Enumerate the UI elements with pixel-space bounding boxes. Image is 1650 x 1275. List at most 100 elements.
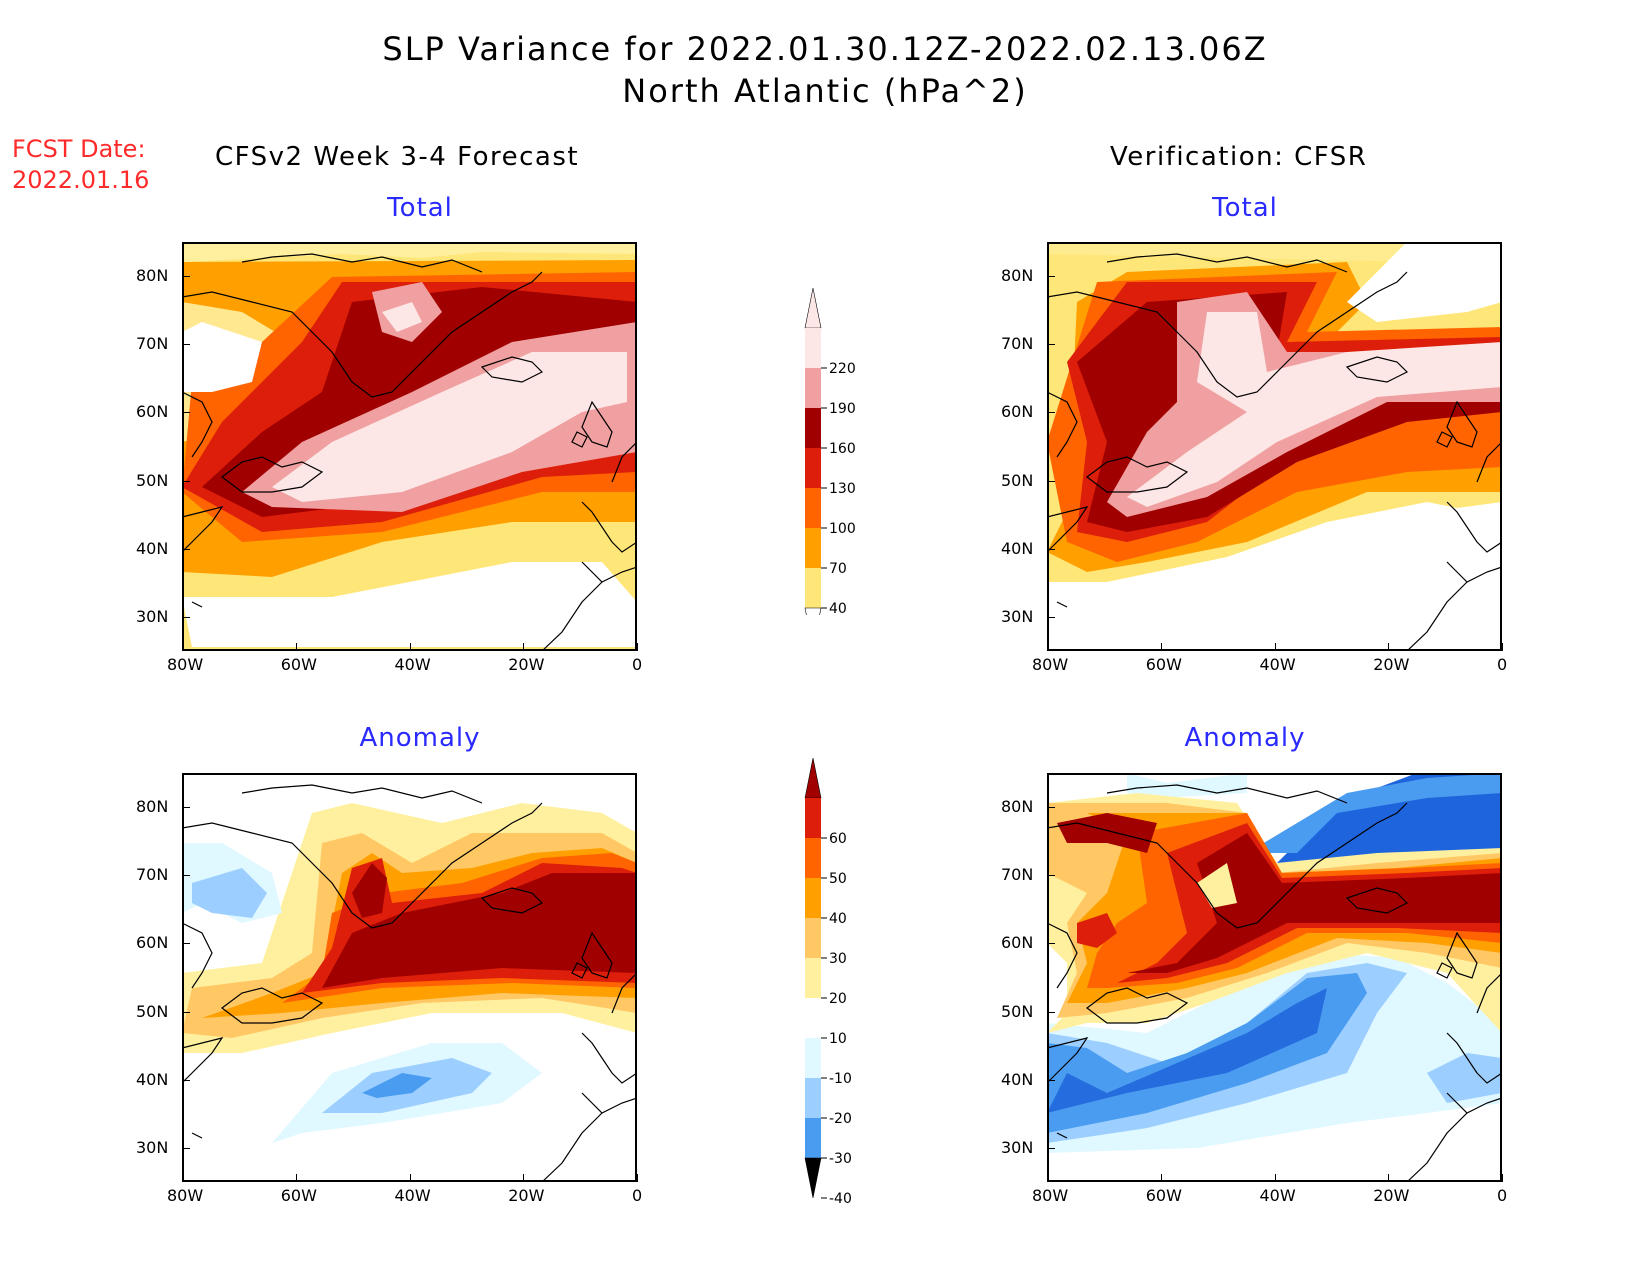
colorbar-label: 160 xyxy=(829,441,856,457)
colorbar-label: 70 xyxy=(829,561,847,577)
main-subtitle: North Atlantic (hPa^2) xyxy=(622,72,1028,110)
lon-tick-mark xyxy=(1388,643,1390,651)
lon-tick-label: 40W xyxy=(394,1186,431,1205)
lon-tick-mark xyxy=(1047,643,1048,651)
lat-tick-mark xyxy=(1047,807,1055,809)
lat-tick-mark xyxy=(182,1147,190,1149)
colorbar-label: 30 xyxy=(829,951,847,967)
colorbar-label: 20 xyxy=(829,991,847,1007)
lon-tick-label: 0 xyxy=(1497,655,1508,674)
lat-tick-label: 60N xyxy=(136,933,169,953)
colorbar-swatch xyxy=(805,528,821,568)
lon-tick-mark xyxy=(409,1174,411,1182)
lat-tick-label: 80N xyxy=(1001,797,1034,817)
forecast-total-title: Total xyxy=(387,193,453,223)
colorbar-label: -20 xyxy=(829,1111,852,1127)
lat-tick-label: 50N xyxy=(136,470,169,490)
lat-tick-mark xyxy=(1047,548,1055,550)
lon-tick-mark xyxy=(1160,643,1162,651)
verification-anomaly-title: Anomaly xyxy=(1184,723,1306,753)
lat-tick-mark xyxy=(182,276,190,278)
lat-tick-mark xyxy=(182,548,190,550)
lon-tick-label: 20W xyxy=(1373,655,1410,674)
colorbar-swatch xyxy=(805,878,821,918)
lat-tick-label: 30N xyxy=(136,606,169,626)
lon-tick-label: 80W xyxy=(1032,1186,1069,1205)
lat-tick-label: 80N xyxy=(136,266,169,286)
lon-tick-label: 60W xyxy=(280,1186,317,1205)
lon-tick-label: 20W xyxy=(508,1186,545,1205)
lat-tick-mark xyxy=(1047,412,1055,414)
lat-tick-mark xyxy=(182,875,190,877)
lon-tick-mark xyxy=(1388,1174,1390,1182)
lon-tick-label: 80W xyxy=(167,1186,204,1205)
lat-tick-label: 30N xyxy=(1001,1137,1034,1157)
verification-total-map xyxy=(1047,242,1502,651)
colorbar-bottom-extension xyxy=(804,607,822,615)
lon-tick-mark xyxy=(182,643,183,651)
lat-tick-label: 70N xyxy=(1001,334,1034,354)
colorbar-swatch xyxy=(805,998,821,1038)
lon-tick-mark xyxy=(295,1174,297,1182)
colorbar-label: 60 xyxy=(829,831,847,847)
lon-tick-label: 0 xyxy=(632,655,643,674)
verification-total-title: Total xyxy=(1212,193,1278,223)
lon-tick-mark xyxy=(409,643,411,651)
verification-column-title: Verification: CFSR xyxy=(1110,142,1368,172)
lat-tick-label: 70N xyxy=(1001,865,1034,885)
lat-tick-label: 30N xyxy=(136,1137,169,1157)
lat-tick-label: 40N xyxy=(1001,538,1034,558)
lat-tick-label: 60N xyxy=(136,402,169,422)
lat-tick-label: 80N xyxy=(136,797,169,817)
lon-tick-mark xyxy=(1502,1174,1503,1182)
lon-tick-label: 80W xyxy=(1032,655,1069,674)
colorbar-top-extension xyxy=(804,287,822,329)
colorbar-top-extension xyxy=(804,757,822,799)
lat-tick-label: 30N xyxy=(1001,606,1034,626)
total-colorbar: 220 190 160 130 100 70 40 xyxy=(804,287,856,615)
colorbar-label: 40 xyxy=(829,911,847,927)
lon-tick-label: 20W xyxy=(508,655,545,674)
colorbar-swatch xyxy=(805,408,821,448)
colorbar-label: 190 xyxy=(829,401,856,417)
colorbar-label: 220 xyxy=(829,361,856,377)
lat-tick-mark xyxy=(182,412,190,414)
lon-tick-mark xyxy=(295,643,297,651)
forecast-column-title: CFSv2 Week 3-4 Forecast xyxy=(215,142,580,172)
lat-tick-label: 60N xyxy=(1001,933,1034,953)
lat-tick-label: 40N xyxy=(136,538,169,558)
lat-tick-mark xyxy=(182,616,190,618)
forecast-total-map xyxy=(182,242,637,651)
lon-tick-mark xyxy=(523,1174,525,1182)
colorbar-bottom-extension xyxy=(804,1157,822,1199)
lon-tick-label: 40W xyxy=(1259,1186,1296,1205)
colorbar-label: 100 xyxy=(829,521,856,537)
colorbar-label: -30 xyxy=(829,1151,852,1167)
lon-tick-label: 0 xyxy=(632,1186,643,1205)
colorbar-swatch xyxy=(805,568,821,608)
lon-tick-label: 40W xyxy=(394,655,431,674)
lat-tick-mark xyxy=(1047,344,1055,346)
colorbar-swatch xyxy=(805,798,821,838)
lat-tick-mark xyxy=(182,943,190,945)
lat-tick-label: 40N xyxy=(136,1069,169,1089)
lat-tick-mark xyxy=(1047,1011,1055,1013)
lon-tick-mark xyxy=(1502,643,1503,651)
lat-tick-mark xyxy=(1047,1147,1055,1149)
lon-tick-mark xyxy=(1160,1174,1162,1182)
lon-tick-label: 40W xyxy=(1259,655,1296,674)
colorbar-label: 50 xyxy=(829,871,847,887)
lat-tick-mark xyxy=(1047,943,1055,945)
lat-tick-label: 70N xyxy=(136,865,169,885)
lon-tick-mark xyxy=(1274,643,1276,651)
colorbar-swatch xyxy=(805,958,821,998)
lon-tick-label: 60W xyxy=(280,655,317,674)
colorbar-swatch xyxy=(805,448,821,488)
main-title: SLP Variance for 2022.01.30.12Z-2022.02.… xyxy=(382,30,1268,68)
colorbar-label: -10 xyxy=(829,1071,852,1087)
colorbar-label: 130 xyxy=(829,481,856,497)
lon-tick-label: 60W xyxy=(1145,1186,1182,1205)
forecast-anomaly-map xyxy=(182,773,637,1182)
lat-tick-label: 50N xyxy=(136,1001,169,1021)
lat-tick-label: 60N xyxy=(1001,402,1034,422)
